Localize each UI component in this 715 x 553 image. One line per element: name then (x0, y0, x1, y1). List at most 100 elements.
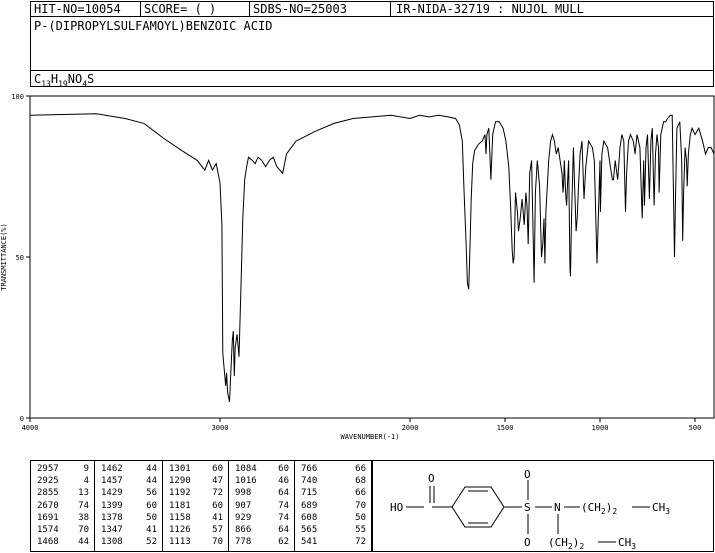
peak-transmittance: 64 (278, 525, 289, 536)
peak-row: 1347 41 (95, 524, 162, 536)
peak-row: 2855 13 (31, 487, 94, 499)
sulfonyl-oxygen-bottom: O (524, 536, 531, 549)
header-col-3 (390, 1, 391, 17)
hit-number: HIT-NO=10054 (34, 2, 121, 16)
peak-wavenumber: 1113 (169, 537, 191, 548)
peak-row: 1158 41 (163, 512, 228, 524)
peak-row: 2925 4 (31, 475, 94, 487)
peak-wavenumber: 715 (301, 488, 318, 499)
peak-transmittance: 62 (278, 537, 289, 548)
peak-row: 1084 60 (229, 463, 294, 475)
peak-wavenumber: 1181 (169, 500, 191, 511)
propyl-chain-lower: (CH2)2 (548, 536, 584, 551)
peak-transmittance: 60 (146, 500, 157, 511)
header-box (30, 1, 714, 87)
peak-wavenumber: 1290 (169, 476, 191, 487)
peak-row: 1113 70 (163, 536, 228, 548)
peak-row: 1457 44 (95, 475, 162, 487)
peak-transmittance: 46 (278, 476, 289, 487)
peak-row: 541 72 (295, 536, 371, 548)
peak-wavenumber: 2670 (37, 500, 59, 511)
peak-transmittance: 66 (355, 488, 366, 499)
peak-row: 998 64 (229, 487, 294, 499)
molecular-formula: C13H19NO4S (34, 72, 95, 89)
peak-transmittance: 72 (355, 537, 366, 548)
peak-row: 1399 60 (95, 500, 162, 512)
peak-row: 766 66 (295, 463, 371, 475)
peak-row: 1181 60 (163, 500, 228, 512)
peak-row: 715 66 (295, 487, 371, 499)
peak-row: 1126 57 (163, 524, 228, 536)
peak-wavenumber: 1691 (37, 512, 59, 523)
peak-row: 907 74 (229, 500, 294, 512)
peak-row: 929 74 (229, 512, 294, 524)
ir-nida-number: IR-NIDA-32719 : NUJOL MULL (396, 2, 584, 16)
peak-transmittance: 72 (212, 488, 223, 499)
peak-transmittance: 47 (212, 476, 223, 487)
peak-wavenumber: 608 (301, 512, 318, 523)
peak-wavenumber: 2925 (37, 476, 59, 487)
x-tick-label: 4000 (22, 424, 39, 432)
peak-row: 1462 44 (95, 463, 162, 475)
benzene-ring (451, 486, 505, 528)
hydroxyl-label: HO (390, 501, 403, 514)
peak-transmittance: 68 (355, 476, 366, 487)
peak-wavenumber: 1462 (101, 464, 123, 474)
peak-transmittance: 44 (146, 464, 157, 474)
peak-row: 608 50 (295, 512, 371, 524)
methyl-upper: CH3 (652, 501, 670, 516)
peak-wavenumber: 1457 (101, 476, 123, 487)
x-tick-label: 500 (689, 424, 702, 432)
peak-wavenumber: 1399 (101, 500, 123, 511)
peak-row: 1691 38 (31, 512, 94, 524)
peak-transmittance: 13 (78, 488, 89, 499)
peak-transmittance: 57 (212, 525, 223, 536)
peak-table: 2957 9 2925 4 2855 13 2670 74 1691 38 1574 70 1468 44… (30, 460, 372, 552)
x-tick-label: 1500 (497, 424, 514, 432)
peak-row: 1308 52 (95, 536, 162, 548)
peak-transmittance: 9 (83, 464, 89, 474)
peak-transmittance: 60 (278, 464, 289, 474)
formula-divider (30, 70, 714, 71)
peak-wavenumber: 689 (301, 500, 318, 511)
score: SCORE= ( ) (144, 2, 217, 16)
peak-transmittance: 70 (355, 500, 366, 511)
peak-transmittance: 70 (78, 525, 89, 536)
peak-wavenumber: 1301 (169, 464, 191, 474)
peak-wavenumber: 2957 (37, 464, 59, 474)
peak-wavenumber: 740 (301, 476, 318, 487)
peak-column: 1084 60 1016 46 998 64 907 74 929 74 866 64 778 62 (229, 461, 295, 551)
peak-row: 1290 47 (163, 475, 228, 487)
peak-row: 2957 9 (31, 463, 94, 475)
peak-row: 740 68 (295, 475, 371, 487)
y-tick-label: 0 (20, 415, 24, 423)
peak-transmittance: 44 (146, 476, 157, 487)
peak-wavenumber: 866 (235, 525, 252, 536)
peak-wavenumber: 778 (235, 537, 252, 548)
peak-transmittance: 50 (355, 512, 366, 523)
peak-wavenumber: 1574 (37, 525, 59, 536)
peak-transmittance: 64 (278, 488, 289, 499)
peak-row: 866 64 (229, 524, 294, 536)
peak-wavenumber: 907 (235, 500, 252, 511)
peak-wavenumber: 1192 (169, 488, 191, 499)
chemical-structure: HO O S O O N (CH2)2 CH3 (CH2)2 CH3 (390, 468, 670, 551)
peak-row: 1429 56 (95, 487, 162, 499)
peak-row: 778 62 (229, 536, 294, 548)
spectrum-trace (29, 113, 715, 402)
peak-wavenumber: 565 (301, 525, 318, 536)
plot-frame (29, 95, 715, 419)
x-tick-label: 3000 (212, 424, 229, 432)
peak-row: 689 70 (295, 500, 371, 512)
peak-transmittance: 70 (212, 537, 223, 548)
peak-transmittance: 60 (212, 464, 223, 474)
peak-wavenumber: 2855 (37, 488, 59, 499)
peak-transmittance: 52 (146, 537, 157, 548)
header-row-divider (30, 16, 714, 17)
sulfonyl-oxygen-top: O (524, 468, 531, 481)
y-tick-label: 50 (16, 254, 24, 262)
peak-transmittance: 74 (78, 500, 89, 511)
peak-transmittance: 56 (146, 488, 157, 499)
peak-wavenumber: 1158 (169, 512, 191, 523)
peak-wavenumber: 1468 (37, 537, 59, 548)
